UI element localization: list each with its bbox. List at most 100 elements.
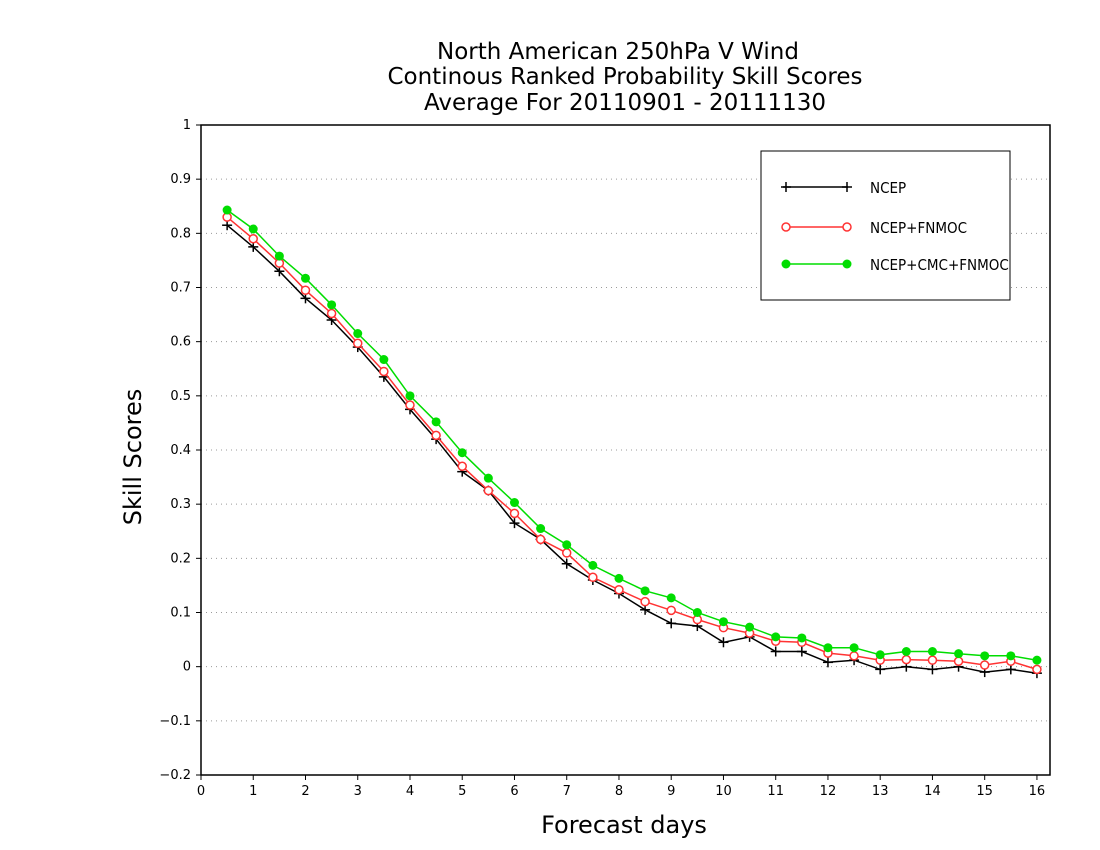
data-point (718, 637, 729, 648)
data-point (771, 632, 781, 642)
y-tick-label: 1 (183, 118, 191, 133)
data-point (274, 251, 284, 261)
legend-label: NCEP+FNMOC (870, 219, 967, 237)
x-tick-label: 0 (197, 784, 205, 799)
data-point (666, 618, 677, 629)
data-point (875, 664, 886, 675)
data-point (300, 293, 311, 304)
x-tick-label: 12 (820, 784, 837, 799)
data-point (379, 366, 389, 377)
data-point (353, 329, 363, 339)
x-tick-label: 6 (510, 784, 518, 799)
data-point (248, 224, 258, 234)
data-point (457, 461, 467, 471)
data-point (640, 596, 650, 607)
data-point (509, 508, 520, 519)
data-point (405, 391, 415, 401)
y-tick-label: 0.1 (170, 606, 191, 621)
data-point (823, 643, 833, 653)
legend-entry: NCEP+CMC+FNMOC (781, 256, 1009, 274)
series-ncep (222, 220, 1042, 679)
data-point (901, 654, 912, 665)
data-point (248, 234, 258, 244)
series-ncep-cmc-fnmoc (222, 205, 1042, 665)
data-point (561, 558, 572, 569)
axis-ticks: −0.2−0.100.10.20.30.40.50.60.70.80.910 1 2… (159, 118, 1045, 799)
legend-marker (781, 222, 791, 232)
data-point (509, 498, 519, 508)
data-point (457, 448, 467, 458)
data-point (954, 649, 964, 659)
data-point (849, 651, 859, 661)
chart-title-line-3: Average For 20110901 - 20111130 (424, 90, 826, 116)
data-point (822, 657, 833, 668)
y-tick-label: 0.3 (170, 497, 191, 512)
x-tick-label: 16 (1029, 784, 1046, 799)
data-point (562, 540, 572, 550)
x-tick-label: 11 (767, 784, 784, 799)
data-point (483, 485, 494, 496)
x-tick-label: 4 (406, 784, 414, 799)
data-point (352, 338, 363, 349)
data-point (405, 400, 415, 410)
data-point (536, 524, 546, 534)
data-point (692, 608, 702, 617)
y-tick-label: 0.8 (170, 226, 191, 241)
legend-entry: NCEP (781, 179, 906, 197)
data-point (770, 646, 781, 657)
data-point (666, 593, 676, 603)
data-point (1005, 664, 1016, 675)
data-point (745, 622, 755, 632)
data-point (535, 534, 546, 545)
y-tick-label: −0.1 (159, 714, 191, 729)
legend-box (760, 150, 1011, 301)
data-point (875, 650, 885, 660)
chart-title-line-2: Continous Ranked Probability Skill Score… (387, 64, 862, 90)
data-point (640, 586, 650, 596)
data-point (1006, 651, 1016, 661)
data-point (588, 572, 598, 583)
data-point (953, 656, 964, 666)
data-point (796, 646, 807, 657)
data-point (326, 308, 337, 319)
y-tick-label: 0.5 (170, 389, 191, 404)
data-point (431, 430, 441, 441)
x-tick-label: 3 (354, 784, 362, 799)
data-point (431, 417, 441, 427)
x-tick-label: 1 (249, 784, 257, 799)
plot-series (222, 205, 1042, 679)
data-point (509, 518, 520, 529)
data-point (300, 285, 311, 295)
data-point (666, 605, 676, 616)
data-point (718, 617, 728, 627)
y-axis-label: Skill Scores (119, 389, 147, 526)
data-point (327, 300, 337, 310)
data-point (979, 660, 990, 670)
data-point (980, 651, 990, 661)
x-tick-label: 8 (615, 784, 623, 799)
x-tick-label: 5 (458, 784, 466, 799)
data-point (222, 220, 233, 231)
y-tick-label: −0.2 (159, 768, 191, 783)
data-point (901, 647, 911, 656)
legend-label: NCEP (870, 179, 906, 197)
legend-marker (842, 182, 852, 192)
data-point (849, 643, 859, 653)
data-point (483, 473, 493, 483)
data-point (797, 633, 807, 643)
y-tick-label: 0.2 (170, 551, 191, 566)
legend-marker (781, 182, 791, 192)
x-tick-label: 15 (976, 784, 993, 799)
data-point (927, 655, 938, 665)
y-tick-label: 0.4 (170, 443, 191, 458)
data-point (1032, 655, 1042, 665)
x-tick-label: 10 (715, 784, 732, 799)
legend-marker (842, 222, 852, 232)
data-point (640, 604, 651, 615)
x-tick-label: 9 (667, 784, 675, 799)
x-tick-label: 2 (301, 784, 309, 799)
data-point (927, 647, 937, 656)
x-tick-label: 7 (563, 784, 571, 799)
legend-entry: NCEP+FNMOC (781, 219, 967, 237)
